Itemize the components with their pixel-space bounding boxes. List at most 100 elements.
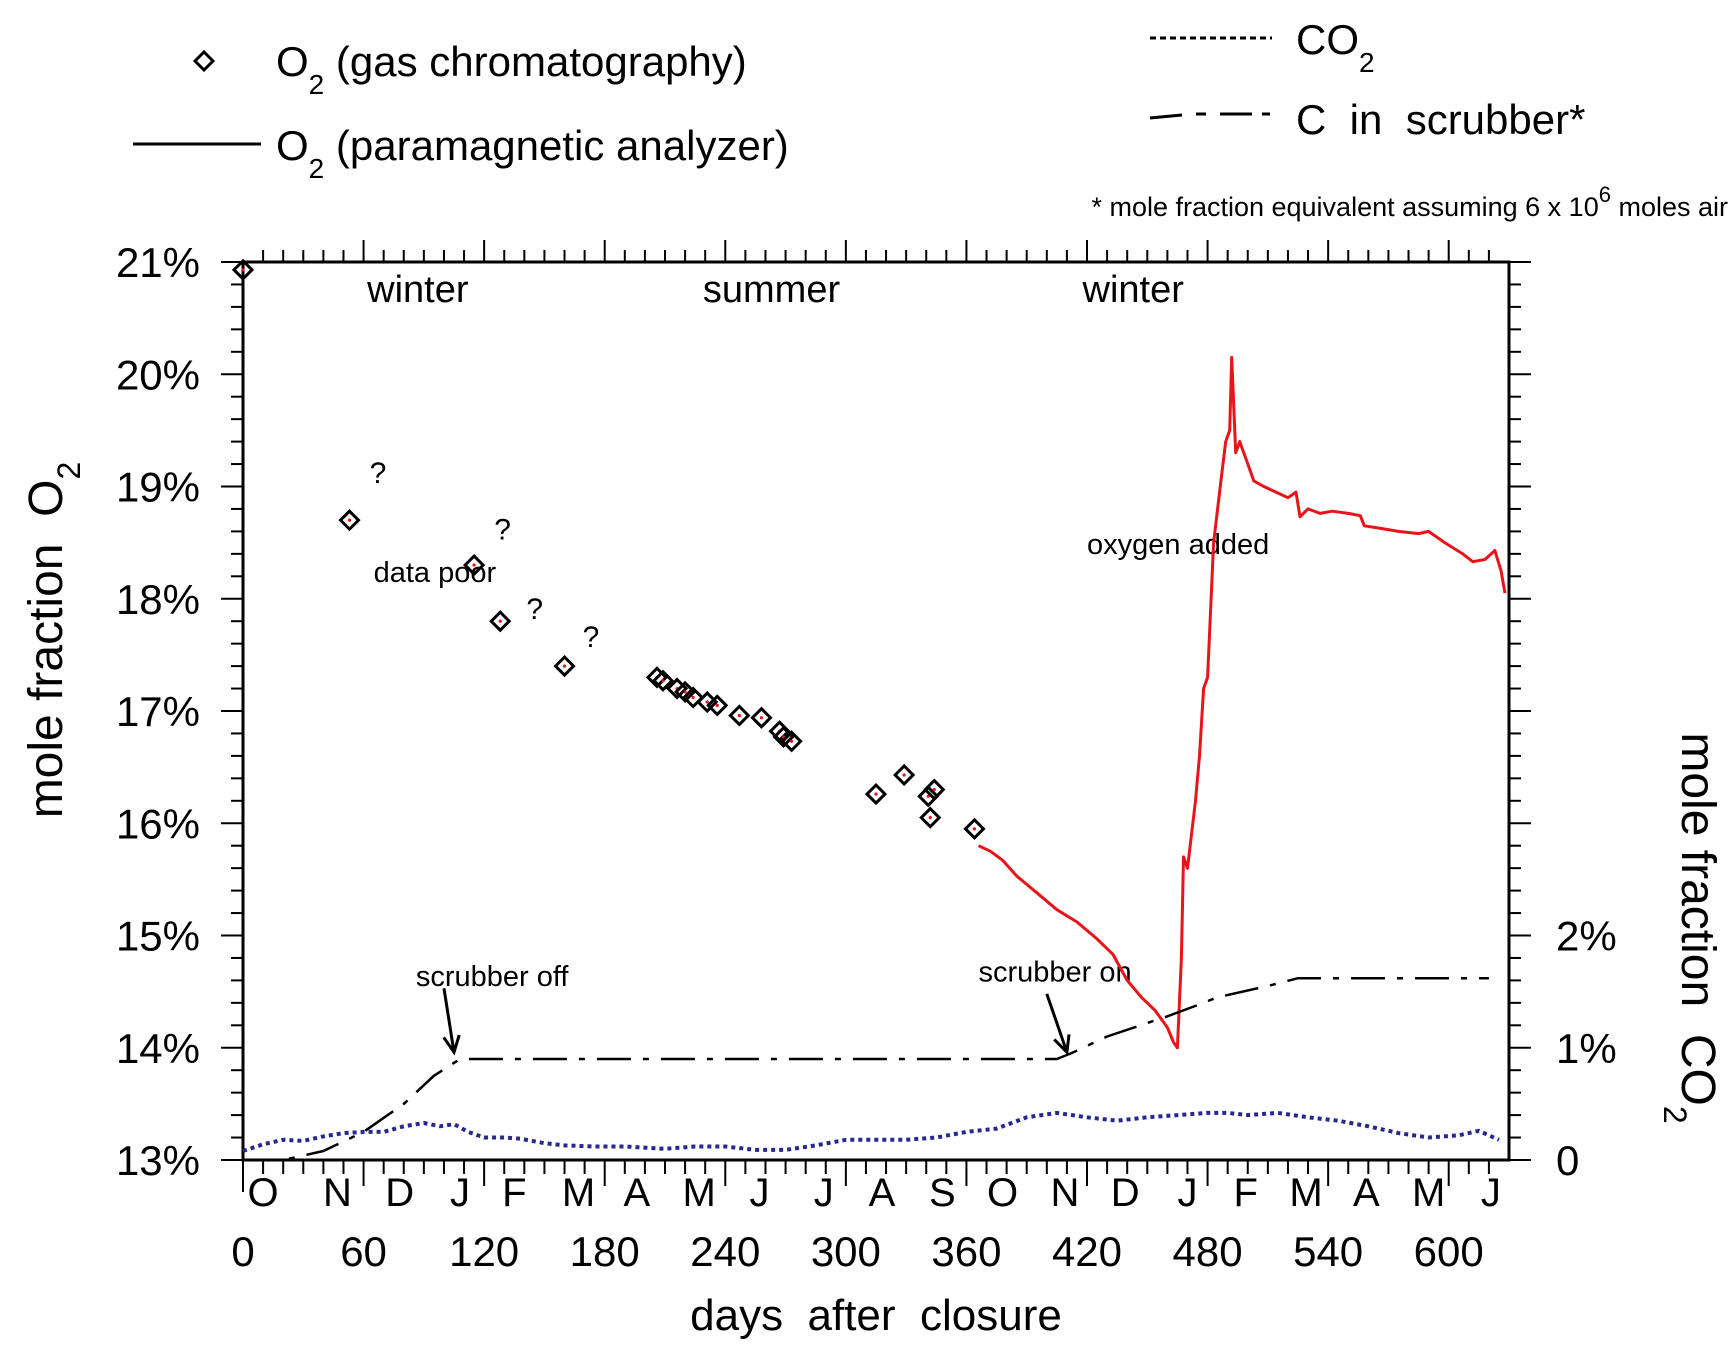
x-tick-label: 420 [1052,1228,1122,1275]
data-point-center [347,518,352,522]
data-point-center [562,664,567,668]
month-label: S [929,1171,956,1215]
y-tick-label-right: 1% [1556,1025,1617,1072]
x-tick-label: 240 [690,1228,760,1275]
x-tick-label: 180 [570,1228,640,1275]
data-point-diamond [645,666,669,689]
data-point-center [705,700,709,704]
y-axis-title-right: mole fraction CO2 [1657,732,1724,1123]
month-label: A [1353,1171,1380,1215]
data-point-diamond [489,610,512,633]
data-point-diamond [780,730,803,753]
data-point-center [498,619,502,623]
month-label: O [248,1171,279,1215]
data-point-center [683,690,687,694]
data-point-diamond [963,817,986,840]
season-label: winter [1082,269,1185,311]
month-label: J [1481,1171,1501,1215]
data-point-diamond [682,686,705,709]
data-point-diamond [750,706,773,729]
series-layer [231,258,1507,1162]
data-point-center [715,703,719,707]
data-point-diamond [919,806,942,829]
data-point-diamond [651,669,675,692]
data-point-center [902,773,906,777]
x-tick-label: 360 [931,1228,1001,1275]
month-label: D [1111,1171,1140,1215]
data-point-center [737,713,741,718]
x-tick-label: 600 [1414,1228,1484,1275]
month-label: A [869,1171,896,1215]
month-label: J [814,1171,834,1215]
month-label: M [1412,1171,1445,1215]
data-point-diamond [338,509,361,532]
y-tick-label-left: 15% [116,913,200,960]
y-tick-label-left: 16% [116,800,200,847]
annotation-arrow-head [442,1034,461,1056]
y-tick-label-left: 19% [116,464,200,511]
annotation-label: scrubber on [978,957,1131,989]
legend-label-scrubber: C in scrubber* [1296,96,1585,143]
x-tick-label: 540 [1293,1228,1363,1275]
data-point-diamond [923,778,946,801]
y-tick-label-left: 13% [116,1137,200,1184]
legend-dashdot-line [1149,112,1270,120]
legend-diamond-marker [192,49,216,73]
y-tick-label-right: 2% [1556,913,1617,960]
y-tick-label-left: 18% [116,576,200,623]
data-point-center [874,792,878,796]
season-labels: winter summer winter [366,269,1184,311]
x-tick-label: 480 [1173,1228,1243,1275]
data-point-center [759,716,764,720]
data-point-center [661,679,665,683]
y-tick-label-left: 20% [116,351,200,398]
data-point-center [928,816,932,820]
month-label: D [385,1171,414,1215]
month-label: O [987,1171,1018,1215]
footnote: * mole fraction equivalent assuming 6 x … [1091,182,1728,222]
x-axis-title: days after closure [690,1291,1062,1340]
question-mark: ? [494,513,511,546]
month-label: N [1050,1171,1079,1215]
annotation-label: oxygen added [1087,529,1269,561]
data-point-diamond [706,694,729,717]
data-point-diamond [864,782,888,806]
data-point-diamond [462,553,486,577]
annotation-arrow-shaft [1045,993,1069,1053]
month-label: F [502,1171,526,1215]
data-point-diamond [728,704,751,727]
series-line-co2 [242,1110,1500,1153]
annotation-arrow-shaft [442,988,456,1053]
data-point-center [691,695,695,700]
x-tick-label: 60 [340,1228,387,1275]
y-axis-title-left: mole fraction O2 [20,462,87,819]
y-tick-label-left: 14% [116,1025,200,1072]
annotation-label: scrubber off [416,961,570,993]
month-label: M [682,1171,715,1215]
data-point-center [932,787,936,792]
month-label: A [624,1171,651,1215]
y-tick-label-left: 17% [116,688,200,735]
month-label: M [1289,1171,1322,1215]
data-point-center [472,563,476,567]
data-point-diamond [231,258,255,281]
month-label: M [562,1171,595,1215]
x-tick-label: 120 [449,1228,519,1275]
data-point-diamond [917,785,940,808]
y-tick-label-right: 0 [1556,1137,1579,1184]
season-label: summer [703,269,841,311]
annotation-arrow-head [1053,1034,1071,1056]
legend-label-paramagnetic: O2 (paramagnetic analyzer) [276,122,789,184]
data-point-center [241,268,245,272]
question-mark: ? [526,593,543,626]
season-label: winter [366,269,469,311]
x-tick-label: 300 [811,1228,881,1275]
legend: O2 (gas chromatography) O2 (paramagnetic… [133,16,1728,222]
data-point-center [790,739,794,743]
month-label: J [749,1171,769,1215]
series-line-o2-paramagnetic-analyzer [977,355,1507,1050]
question-mark: ? [370,457,387,490]
data-point-center [972,827,977,831]
